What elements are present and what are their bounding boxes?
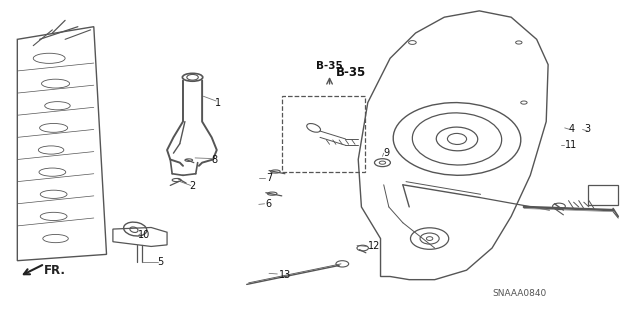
Text: 10: 10 [138, 230, 150, 241]
Text: 8: 8 [212, 154, 218, 165]
Text: 3: 3 [584, 124, 591, 135]
Text: 13: 13 [278, 270, 291, 280]
Text: B-35: B-35 [316, 61, 343, 71]
Text: FR.: FR. [44, 264, 66, 277]
Text: 2: 2 [189, 182, 196, 191]
Text: 6: 6 [266, 199, 272, 209]
Text: 7: 7 [266, 174, 272, 183]
Text: 5: 5 [157, 257, 164, 267]
Text: 4: 4 [568, 124, 575, 135]
Text: B-35: B-35 [336, 66, 366, 79]
Text: SNAAA0840: SNAAA0840 [492, 289, 547, 298]
Text: 9: 9 [384, 148, 390, 158]
Text: 12: 12 [368, 241, 380, 251]
Text: 1: 1 [215, 98, 221, 108]
Text: 11: 11 [565, 140, 577, 150]
